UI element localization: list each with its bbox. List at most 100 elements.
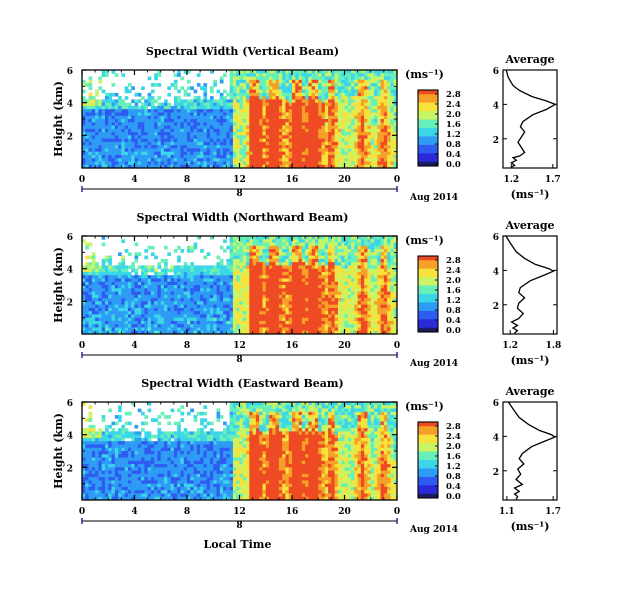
heatmap-cell bbox=[337, 96, 342, 100]
heatmap-cell bbox=[295, 112, 299, 117]
heatmap-cell bbox=[242, 262, 247, 266]
heatmap-cell bbox=[232, 330, 237, 335]
heatmap-cell bbox=[295, 317, 299, 322]
heatmap-cell bbox=[196, 291, 201, 296]
heatmap-cell bbox=[305, 330, 309, 335]
heatmap-cell bbox=[232, 324, 237, 328]
heatmap-cell bbox=[216, 288, 221, 292]
heatmap-cell bbox=[387, 148, 391, 153]
heatmap-cell bbox=[111, 70, 116, 74]
heatmap-cell bbox=[137, 135, 142, 139]
heatmap-cell bbox=[223, 288, 227, 292]
heatmap-cell bbox=[393, 132, 398, 136]
heatmap-cell bbox=[108, 132, 112, 136]
heatmap-cell bbox=[324, 265, 329, 270]
heatmap-cell bbox=[246, 288, 250, 292]
heatmap-cell bbox=[305, 249, 309, 253]
heatmap-cell bbox=[262, 151, 267, 156]
heatmap-cell bbox=[314, 125, 319, 130]
heatmap-cell bbox=[160, 271, 165, 276]
heatmap-cell bbox=[246, 291, 250, 296]
heatmap-cell bbox=[91, 311, 96, 315]
heatmap-cell bbox=[150, 109, 155, 113]
heatmap-cell bbox=[206, 154, 211, 159]
heatmap-cell bbox=[295, 161, 299, 166]
heatmap-cell bbox=[275, 112, 280, 117]
heatmap-cell bbox=[200, 154, 204, 159]
heatmap-cell bbox=[203, 330, 208, 335]
heatmap-cell bbox=[374, 151, 378, 156]
heatmap-cell bbox=[269, 119, 273, 123]
heatmap-cell bbox=[170, 141, 175, 146]
heatmap-cell bbox=[311, 122, 316, 126]
heatmap-cell bbox=[288, 242, 293, 247]
heatmap-cell bbox=[337, 317, 342, 322]
heatmap-cell bbox=[288, 327, 293, 332]
heatmap-cell bbox=[226, 291, 231, 296]
heatmap-cell bbox=[193, 96, 198, 100]
heatmap-cell bbox=[337, 281, 342, 286]
heatmap-cell bbox=[288, 330, 293, 335]
heatmap-cell bbox=[269, 317, 273, 322]
heatmap-cell bbox=[101, 99, 106, 104]
heatmap-cell bbox=[341, 105, 345, 110]
heatmap-cell bbox=[108, 258, 112, 263]
heatmap-cell bbox=[160, 268, 165, 273]
heatmap-cell bbox=[324, 119, 329, 123]
heatmap-cell bbox=[223, 151, 227, 156]
heatmap-cell bbox=[206, 161, 211, 166]
heatmap-cell bbox=[91, 119, 96, 123]
heatmap-cell bbox=[190, 158, 194, 162]
heatmap-cell bbox=[183, 148, 188, 153]
heatmap-cell bbox=[246, 252, 250, 256]
heatmap-cell bbox=[275, 242, 280, 247]
heatmap-cell bbox=[278, 288, 283, 292]
heatmap-cell bbox=[82, 278, 86, 283]
heatmap-cell bbox=[331, 268, 336, 273]
heatmap-cell bbox=[223, 158, 227, 162]
heatmap-cell bbox=[285, 70, 290, 74]
heatmap-cell bbox=[236, 249, 240, 253]
heatmap-cell bbox=[295, 122, 299, 126]
heatmap-cell bbox=[318, 151, 322, 156]
heatmap-cell bbox=[370, 83, 375, 87]
heatmap-cell bbox=[278, 255, 283, 260]
heatmap-cell bbox=[351, 109, 355, 113]
heatmap-cell bbox=[318, 249, 322, 253]
heatmap-cell bbox=[321, 161, 326, 166]
x-tick-label: 0 bbox=[394, 175, 400, 185]
heatmap-cell bbox=[311, 249, 316, 253]
heatmap-cell bbox=[85, 112, 89, 117]
heatmap-cell bbox=[177, 99, 181, 104]
heatmap-cell bbox=[255, 236, 260, 240]
heatmap-cell bbox=[91, 252, 96, 256]
heatmap-cell bbox=[308, 76, 313, 81]
heatmap-cell bbox=[262, 96, 267, 100]
heatmap-cell bbox=[344, 125, 349, 130]
heatmap-cell bbox=[98, 314, 103, 319]
heatmap-cell bbox=[288, 324, 293, 328]
heatmap-cell bbox=[311, 330, 316, 335]
heatmap-cell bbox=[91, 154, 96, 159]
heatmap-cell bbox=[298, 109, 303, 113]
heatmap-cell bbox=[246, 320, 250, 325]
heatmap-cell bbox=[374, 70, 378, 74]
heatmap-cell bbox=[108, 141, 112, 146]
heatmap-cell bbox=[275, 135, 280, 139]
heatmap-cell bbox=[206, 145, 211, 149]
heatmap-cell bbox=[157, 307, 162, 312]
heatmap-cell bbox=[183, 298, 188, 302]
heatmap-cell bbox=[239, 99, 244, 104]
heatmap-cell bbox=[269, 255, 273, 260]
heatmap-cell bbox=[118, 125, 122, 130]
heatmap-cell bbox=[364, 105, 368, 110]
heatmap-cell bbox=[347, 145, 352, 149]
heatmap-cell bbox=[114, 285, 119, 289]
heatmap-cell bbox=[252, 86, 257, 90]
heatmap-cell bbox=[200, 119, 204, 123]
heatmap-cell bbox=[285, 125, 290, 130]
heatmap-cell bbox=[236, 119, 240, 123]
heatmap-cell bbox=[124, 86, 129, 90]
heatmap-cell bbox=[341, 115, 345, 120]
heatmap-cell bbox=[321, 145, 326, 149]
